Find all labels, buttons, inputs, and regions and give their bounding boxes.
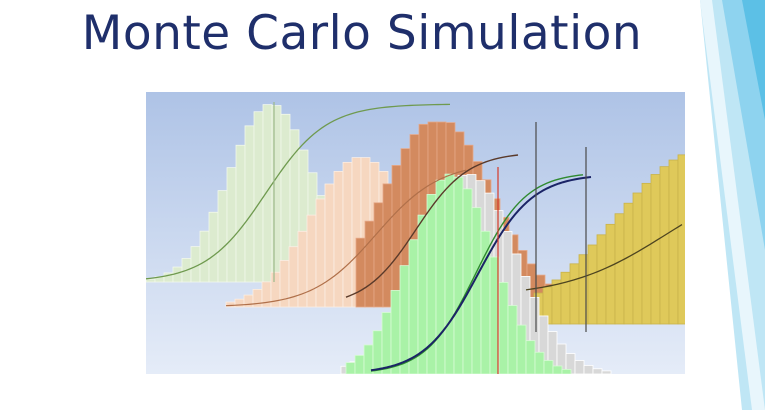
histogram-bar — [364, 220, 375, 308]
histogram-bar — [462, 188, 473, 374]
histogram-bar — [234, 298, 245, 308]
histogram-bar — [333, 171, 344, 308]
histogram-bar — [297, 230, 308, 308]
histogram-bar — [534, 351, 545, 374]
histogram-bar — [641, 182, 652, 325]
histogram-bar — [677, 154, 685, 325]
histogram-bar — [372, 330, 383, 374]
slide-title: Monte Carlo Simulation — [81, 6, 643, 61]
histogram-bar — [507, 305, 518, 374]
histogram-bar — [632, 192, 643, 325]
histogram-bar — [271, 105, 282, 283]
histogram-bar — [354, 354, 365, 374]
histogram-bar — [659, 166, 670, 325]
histogram-bar — [551, 279, 562, 325]
histogram-bar — [225, 301, 236, 308]
histogram-bar — [390, 290, 401, 374]
histogram-bar — [543, 360, 554, 374]
histogram-bar — [668, 159, 679, 325]
histogram-bar — [592, 368, 603, 374]
histogram-bar — [382, 183, 393, 308]
histogram-bar — [560, 271, 571, 325]
histogram-bar — [498, 282, 509, 374]
histogram-bar — [525, 340, 536, 374]
cumulative-curves — [146, 102, 683, 374]
cdf-green — [370, 174, 584, 372]
histogram-layers — [146, 104, 685, 374]
histogram-bar — [471, 207, 482, 374]
histogram-bar — [569, 263, 580, 325]
histogram-bar — [561, 369, 572, 374]
histogram-bar — [596, 234, 607, 325]
histogram-bar — [601, 370, 612, 374]
histogram-bar — [552, 365, 563, 374]
histogram-bar — [583, 365, 594, 374]
histogram-bar — [217, 190, 228, 283]
cdf-pale-green — [146, 103, 451, 280]
histogram-bar — [345, 362, 356, 374]
cdf-navy — [370, 176, 592, 372]
cdf-mustard — [525, 224, 683, 291]
histogram-bar — [373, 202, 384, 308]
histogram-bar — [324, 183, 335, 308]
histogram-bar — [574, 360, 585, 374]
cdf-peach — [225, 169, 467, 307]
histogram-bright-green — [345, 173, 572, 374]
histogram-bar — [226, 167, 237, 283]
histogram-bar — [623, 202, 634, 325]
histogram-bar — [650, 174, 661, 325]
histogram-bar — [578, 254, 589, 325]
histogram-bar — [306, 214, 317, 308]
histogram-bar — [516, 324, 527, 374]
histogram-mustard — [515, 154, 685, 325]
histogram-bar — [315, 198, 326, 308]
histogram-bar — [453, 176, 464, 374]
monte-carlo-illustration — [146, 92, 685, 374]
histogram-bar — [262, 104, 273, 283]
histogram-bar — [399, 265, 410, 374]
histogram-bar — [244, 125, 255, 283]
cdf-copper — [345, 154, 519, 298]
histogram-bar — [381, 312, 392, 374]
histogram-bar — [444, 173, 455, 374]
histogram-bar — [243, 294, 254, 308]
histogram-bar — [253, 111, 264, 283]
histogram-bar — [146, 278, 156, 283]
histogram-bar — [435, 179, 446, 374]
histogram-bar — [199, 230, 210, 283]
histogram-bar — [208, 211, 219, 283]
histogram-bar — [408, 239, 419, 374]
histogram-bar — [342, 161, 353, 308]
histogram-bar — [614, 213, 625, 325]
histogram-bar — [587, 244, 598, 325]
histogram-bar — [235, 144, 246, 283]
histogram-bar — [605, 223, 616, 325]
